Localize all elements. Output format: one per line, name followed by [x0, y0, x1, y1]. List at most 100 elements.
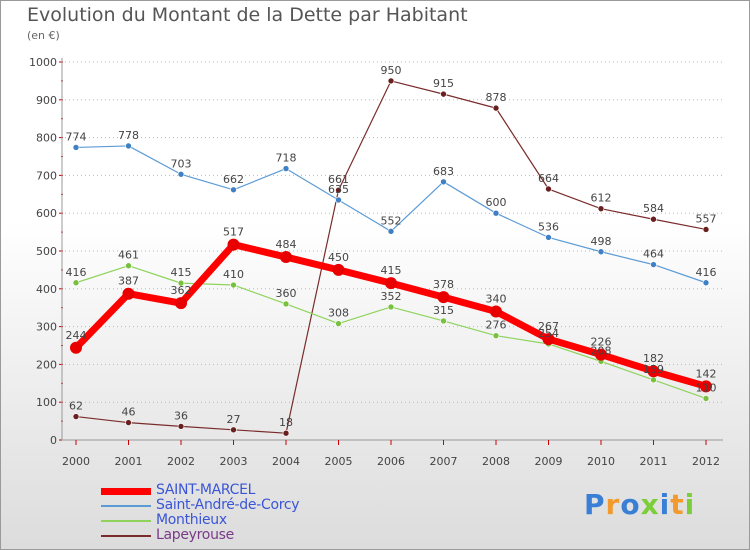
data-label: 416	[696, 266, 717, 279]
data-point	[122, 287, 135, 300]
data-label: 703	[171, 157, 192, 170]
data-label: 267	[538, 320, 559, 333]
data-label: 159	[643, 363, 664, 376]
data-point	[177, 279, 185, 287]
data-label: 664	[538, 172, 559, 185]
logo-letter: r	[605, 488, 621, 521]
data-label: 36	[174, 409, 188, 422]
data-point	[70, 341, 82, 354]
data-label: 464	[643, 248, 664, 261]
data-label: 62	[69, 400, 83, 413]
data-point	[177, 423, 185, 430]
data-label: 387	[118, 275, 139, 288]
data-point	[280, 251, 292, 264]
y-tick-label: 900	[36, 94, 57, 107]
logo-letter: i	[659, 488, 671, 521]
x-tick-label: 2002	[167, 455, 195, 468]
data-point	[492, 332, 500, 339]
data-point	[335, 196, 342, 204]
data-point	[597, 248, 605, 256]
x-tick-label: 2010	[587, 455, 615, 468]
data-label: 410	[223, 268, 244, 281]
data-point	[332, 263, 345, 276]
data-point	[282, 300, 290, 308]
data-label: 415	[381, 264, 402, 277]
data-point	[230, 426, 237, 434]
data-point	[492, 209, 500, 217]
data-label: 142	[696, 367, 717, 380]
data-label: 461	[118, 249, 139, 262]
data-label: 226	[591, 336, 612, 349]
y-tick-label: 0	[50, 434, 57, 447]
legend-swatch	[101, 520, 151, 522]
data-point	[72, 144, 80, 151]
data-point	[650, 215, 657, 223]
legend-label: Lapeyrouse	[156, 527, 234, 543]
data-label: 683	[433, 165, 454, 178]
data-label: 718	[276, 152, 297, 165]
data-label: 315	[433, 304, 454, 317]
data-label: 254	[538, 327, 559, 340]
data-label: 878	[486, 91, 507, 104]
data-point	[387, 303, 395, 311]
x-tick-label: 2011	[640, 455, 668, 468]
chart-title: Evolution du Montant de la Dette par Hab…	[27, 4, 468, 26]
data-point	[650, 376, 657, 384]
data-label: 308	[328, 307, 349, 320]
data-point	[490, 305, 502, 318]
data-label: 360	[276, 287, 297, 300]
data-point	[492, 104, 500, 112]
data-point	[230, 186, 237, 194]
data-label: 661	[328, 173, 349, 186]
x-tick-label: 2000	[62, 455, 90, 468]
x-tick-label: 2004	[272, 455, 300, 468]
x-tick-label: 2009	[535, 455, 563, 468]
data-point	[702, 395, 710, 402]
data-label: 484	[276, 238, 297, 251]
x-tick-label: 2007	[430, 455, 458, 468]
logo-letter: o	[620, 488, 641, 521]
data-label: 110	[696, 381, 717, 394]
x-tick-label: 2003	[220, 455, 248, 468]
data-label: 362	[171, 284, 192, 297]
data-label: 276	[486, 319, 507, 332]
data-label: 378	[433, 278, 454, 291]
data-label: 557	[696, 212, 717, 225]
data-label: 950	[381, 64, 402, 77]
legend-swatch	[101, 535, 151, 537]
data-point	[437, 291, 450, 304]
data-label: 517	[223, 226, 244, 239]
x-tick-label: 2008	[482, 455, 510, 468]
logo-letter: x	[640, 488, 660, 521]
data-label: 662	[223, 173, 244, 186]
data-label: 18	[279, 416, 293, 429]
data-point	[542, 333, 555, 346]
y-tick-label: 100	[36, 396, 57, 409]
data-point	[227, 238, 240, 251]
data-point	[700, 380, 712, 393]
legend-swatch	[101, 505, 151, 507]
data-point	[647, 365, 660, 378]
data-point	[595, 348, 607, 361]
proxiti-logo: Proxiti	[584, 488, 695, 521]
logo-letter: i	[684, 488, 696, 521]
data-label: 536	[538, 220, 559, 233]
data-point	[387, 228, 395, 235]
data-label: 450	[328, 251, 349, 264]
data-label: 778	[118, 129, 139, 142]
y-tick-label: 500	[36, 245, 57, 258]
data-point	[440, 178, 447, 186]
y-tick-label: 400	[36, 283, 57, 296]
data-point	[72, 279, 80, 287]
data-point	[702, 226, 710, 233]
legend-label: Monthieux	[156, 512, 227, 528]
data-point	[440, 317, 447, 325]
data-point	[387, 77, 395, 85]
x-tick-label: 2005	[325, 455, 353, 468]
data-label: 635	[328, 183, 349, 196]
data-label: 584	[643, 202, 664, 215]
data-point	[125, 419, 132, 426]
data-label: 552	[381, 214, 402, 227]
data-label: 352	[381, 290, 402, 303]
